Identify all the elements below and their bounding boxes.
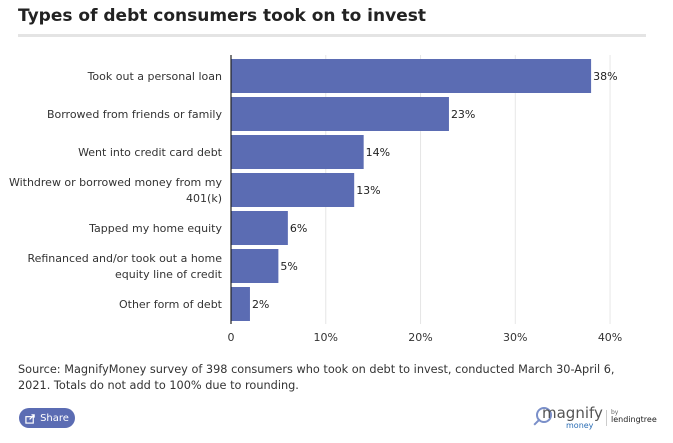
category-label: Went into credit card debt: [78, 146, 223, 159]
logo-text-magnify: magnify: [542, 404, 603, 422]
title-divider: [18, 34, 646, 37]
bar: [231, 211, 288, 245]
category-label: Refinanced and/or took out a home: [27, 252, 222, 265]
bar: [231, 59, 592, 93]
category-label: Took out a personal loan: [87, 70, 222, 83]
bar-chart: 38% Took out a personal loan 23% Borrowed f…: [9, 55, 622, 344]
share-label: Share: [40, 412, 69, 424]
magnifymoney-logo[interactable]: magnify money by lendingtree: [533, 404, 659, 434]
lendingtree-logo-text: lendingtree: [611, 415, 657, 424]
bar-value-label: 38%: [593, 70, 617, 83]
bar-value-label: 6%: [290, 222, 307, 235]
share-button[interactable]: Share: [19, 408, 75, 428]
x-tick-label: 10%: [314, 331, 338, 344]
bar-value-label: 5%: [280, 260, 297, 273]
category-label: equity line of credit: [115, 268, 223, 281]
chart-title: Types of debt consumers took on to inves…: [18, 6, 426, 26]
bar-value-label: 13%: [356, 184, 380, 197]
bar-value-label: 2%: [252, 298, 269, 311]
bar: [231, 173, 355, 207]
logo-text-money: money: [566, 421, 594, 430]
source-note: Source: MagnifyMoney survey of 398 consu…: [18, 363, 615, 392]
x-tick-label: 20%: [408, 331, 432, 344]
category-label: Withdrew or borrowed money from my: [9, 176, 223, 189]
bar-value-label: 14%: [366, 146, 390, 159]
logo-divider: [606, 410, 607, 426]
bar: [231, 135, 364, 169]
logo-text-by: by: [611, 409, 619, 416]
bar: [231, 97, 449, 131]
x-tick-label: 30%: [503, 331, 527, 344]
bar: [231, 287, 250, 321]
magnifying-glass-icon: [536, 407, 552, 423]
x-tick-label: 0: [228, 331, 235, 344]
share-icon: [25, 413, 35, 424]
bar: [231, 249, 279, 283]
x-tick-label: 40%: [598, 331, 622, 344]
category-label: Other form of debt: [119, 298, 223, 311]
category-label: Tapped my home equity: [88, 222, 222, 235]
category-label: Borrowed from friends or family: [47, 108, 223, 121]
bar-value-label: 23%: [451, 108, 475, 121]
category-label: 401(k): [186, 192, 222, 205]
